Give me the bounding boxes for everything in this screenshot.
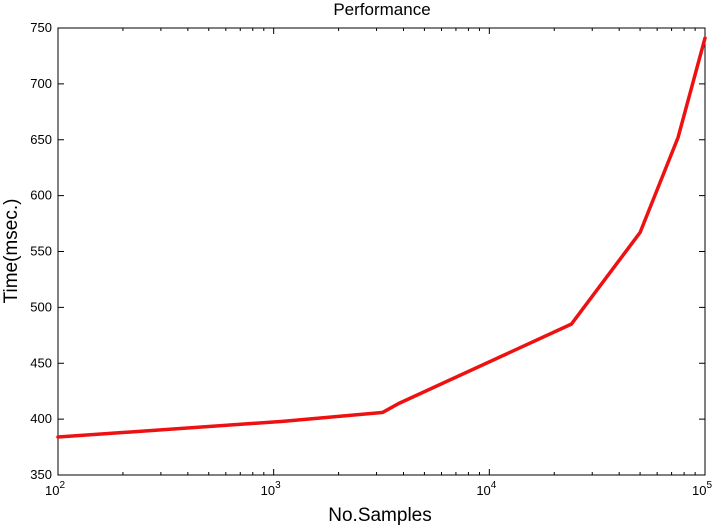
x-tick-labels: 102 103 104 105 (45, 480, 712, 498)
data-point (639, 231, 642, 234)
y-tick-label: 750 (30, 20, 52, 35)
y-tick-label: 650 (30, 132, 52, 147)
minor-ticks (122, 28, 696, 475)
x-tick-label: 102 (45, 480, 65, 498)
series-line (56, 36, 707, 439)
data-point (570, 323, 573, 326)
y-tick-label: 500 (30, 299, 52, 314)
data-point (704, 37, 707, 40)
x-axis-title: No.Samples (328, 505, 432, 526)
y-tick-label: 400 (30, 411, 52, 426)
data-point (677, 136, 680, 139)
x-tick-label: 104 (476, 480, 496, 498)
data-point (381, 411, 384, 414)
plot-area (57, 27, 706, 476)
x-tick-label: 105 (692, 480, 712, 498)
y-tick-label: 450 (30, 355, 52, 370)
y-axis-title: Time(msec.) (1, 199, 22, 304)
chart-title: Performance (333, 0, 430, 19)
x-tick-label: 103 (261, 480, 281, 498)
y-tick-label: 600 (30, 188, 52, 203)
y-tick-label: 550 (30, 244, 52, 259)
y-tick-label: 700 (30, 76, 52, 91)
y-tick-label: 350 (30, 467, 52, 482)
major-ticks (57, 27, 706, 476)
data-point (397, 402, 400, 405)
data-point (281, 420, 284, 423)
data-point (57, 436, 60, 439)
y-tick-labels: 350 400 450 500 550 600 650 700 750 (30, 20, 52, 482)
